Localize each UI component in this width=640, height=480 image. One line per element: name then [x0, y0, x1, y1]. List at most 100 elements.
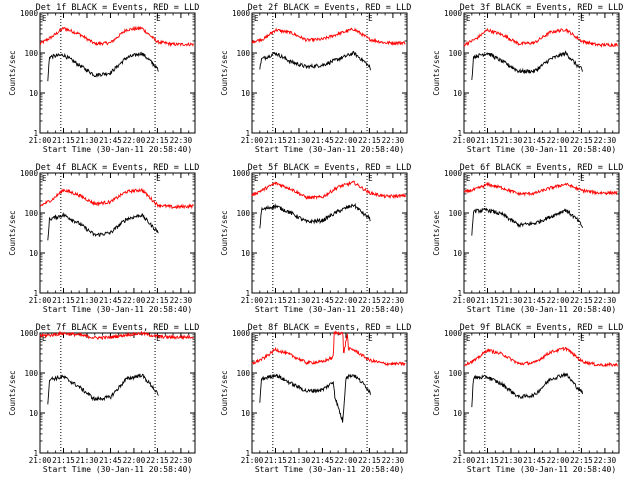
panel-title: Det 9f BLACK = Events, RED = LLD — [460, 323, 624, 333]
y-axis-label: Counts/sec — [432, 210, 441, 255]
x-tick-label: 22:00 — [547, 456, 570, 465]
y-tick-label: 1 — [457, 129, 462, 138]
x-axis-label: Start Time (30-Jan-11 20:58:40) — [255, 145, 404, 154]
x-axis-label: Start Time (30-Jan-11 20:58:40) — [43, 465, 192, 474]
y-tick-label: 10 — [29, 89, 39, 98]
events-series — [47, 211, 159, 241]
x-tick-label: 21:15 — [52, 296, 75, 305]
events-series — [471, 371, 583, 408]
events-series — [259, 373, 371, 423]
x-tick-label: 21:15 — [52, 456, 75, 465]
panel-1: Det 1f BLACK = Events, RED = LLD 1 10 100 10… — [8, 3, 199, 154]
lld-series — [39, 330, 194, 340]
y-tick-label: 10 — [29, 409, 39, 418]
x-tick-label: 21:00 — [241, 296, 264, 305]
x-tick-label: 22:00 — [335, 136, 358, 145]
x-tick-label: 22:15 — [358, 136, 381, 145]
flag-label: E — [580, 14, 585, 23]
flag-label: E — [42, 14, 47, 23]
flag-label: E — [156, 14, 161, 23]
events-series — [47, 373, 159, 405]
y-tick-label: 10 — [453, 89, 463, 98]
x-tick-label: 21:45 — [523, 296, 546, 305]
y-tick-label: 1 — [245, 449, 250, 458]
x-tick-label: 21:15 — [264, 456, 287, 465]
x-tick-label: 21:30 — [288, 456, 311, 465]
x-axis-label: Start Time (30-Jan-11 20:58:40) — [467, 465, 616, 474]
x-tick-label: 21:15 — [476, 136, 499, 145]
x-tick-label: 21:00 — [453, 296, 476, 305]
panel-5: Det 5f BLACK = Events, RED = LLD 1 10 100 10… — [220, 163, 411, 314]
flag-label: E — [368, 174, 373, 183]
flag-label: E — [466, 174, 471, 183]
y-tick-label: 100 — [24, 209, 38, 218]
panel-title: Det 1f BLACK = Events, RED = LLD — [36, 3, 200, 13]
x-tick-label: 22:30 — [382, 456, 405, 465]
y-tick-label: 100 — [236, 209, 250, 218]
flag-label: E — [42, 174, 47, 183]
x-tick-label: 22:15 — [358, 296, 381, 305]
x-tick-label: 21:45 — [311, 296, 334, 305]
plot-frame — [39, 172, 196, 294]
x-tick-label: 21:30 — [500, 296, 523, 305]
x-tick-label: 22:15 — [146, 136, 169, 145]
y-tick-label: 1 — [33, 449, 38, 458]
flag-label: E — [368, 14, 373, 23]
y-axis-label: Counts/sec — [8, 50, 17, 95]
x-axis-label: Start Time (30-Jan-11 20:58:40) — [43, 145, 192, 154]
x-tick-label: 21:45 — [311, 456, 334, 465]
panel-9: Det 9f BLACK = Events, RED = LLD 1 10 100 10… — [432, 323, 623, 474]
y-tick-label: 10 — [453, 249, 463, 258]
y-tick-label: 100 — [236, 49, 250, 58]
y-axis-label: Counts/sec — [432, 50, 441, 95]
flag-label: E — [580, 334, 585, 343]
panel-title: Det 8f BLACK = Events, RED = LLD — [248, 323, 412, 333]
x-tick-label: 21:45 — [99, 456, 122, 465]
x-tick-label: 22:00 — [547, 296, 570, 305]
y-tick-label: 1000 — [444, 9, 463, 18]
y-tick-label: 100 — [236, 369, 250, 378]
x-tick-label: 22:30 — [170, 296, 193, 305]
x-tick-label: 22:30 — [594, 296, 617, 305]
flag-label: E — [466, 14, 471, 23]
x-tick-label: 21:30 — [76, 136, 99, 145]
panel-6: Det 6f BLACK = Events, RED = LLD 1 10 100 10… — [432, 163, 623, 314]
x-tick-label: 21:15 — [476, 296, 499, 305]
x-tick-label: 21:30 — [500, 136, 523, 145]
panel-2: Det 2f BLACK = Events, RED = LLD 1 10 100 10… — [220, 3, 411, 154]
y-tick-label: 1000 — [20, 329, 39, 338]
x-tick-label: 21:45 — [523, 136, 546, 145]
y-tick-label: 10 — [241, 409, 251, 418]
x-axis-label: Start Time (30-Jan-11 20:58:40) — [255, 305, 404, 314]
x-tick-label: 22:30 — [594, 456, 617, 465]
x-tick-label: 21:15 — [476, 456, 499, 465]
flag-label: E — [368, 334, 373, 343]
x-axis-label: Start Time (30-Jan-11 20:58:40) — [467, 145, 616, 154]
x-tick-label: 21:30 — [76, 456, 99, 465]
x-tick-label: 22:00 — [335, 456, 358, 465]
plot-frame — [463, 12, 620, 134]
y-tick-label: 10 — [241, 249, 251, 258]
panel-title: Det 3f BLACK = Events, RED = LLD — [460, 3, 624, 13]
lld-series — [463, 181, 618, 197]
plot-frame — [39, 332, 196, 454]
y-axis-label: Counts/sec — [8, 210, 17, 255]
events-series — [471, 207, 583, 236]
x-tick-label: 22:30 — [170, 456, 193, 465]
panel-3: Det 3f BLACK = Events, RED = LLD 1 10 100 10… — [432, 3, 623, 154]
x-tick-label: 21:00 — [29, 136, 52, 145]
events-series — [259, 50, 371, 71]
flag-label: E — [254, 334, 259, 343]
y-tick-label: 100 — [448, 369, 462, 378]
x-tick-label: 22:30 — [382, 296, 405, 305]
lld-series — [251, 27, 406, 46]
y-tick-label: 1 — [33, 129, 38, 138]
panel-8: Det 8f BLACK = Events, RED = LLD 1 10 100 10… — [220, 323, 411, 474]
panel-title: Det 7f BLACK = Events, RED = LLD — [36, 323, 200, 333]
x-axis-label: Start Time (30-Jan-11 20:58:40) — [43, 305, 192, 314]
y-tick-label: 1000 — [20, 169, 39, 178]
x-tick-label: 22:15 — [358, 456, 381, 465]
y-tick-label: 10 — [453, 409, 463, 418]
y-axis-label: Counts/sec — [220, 50, 229, 95]
